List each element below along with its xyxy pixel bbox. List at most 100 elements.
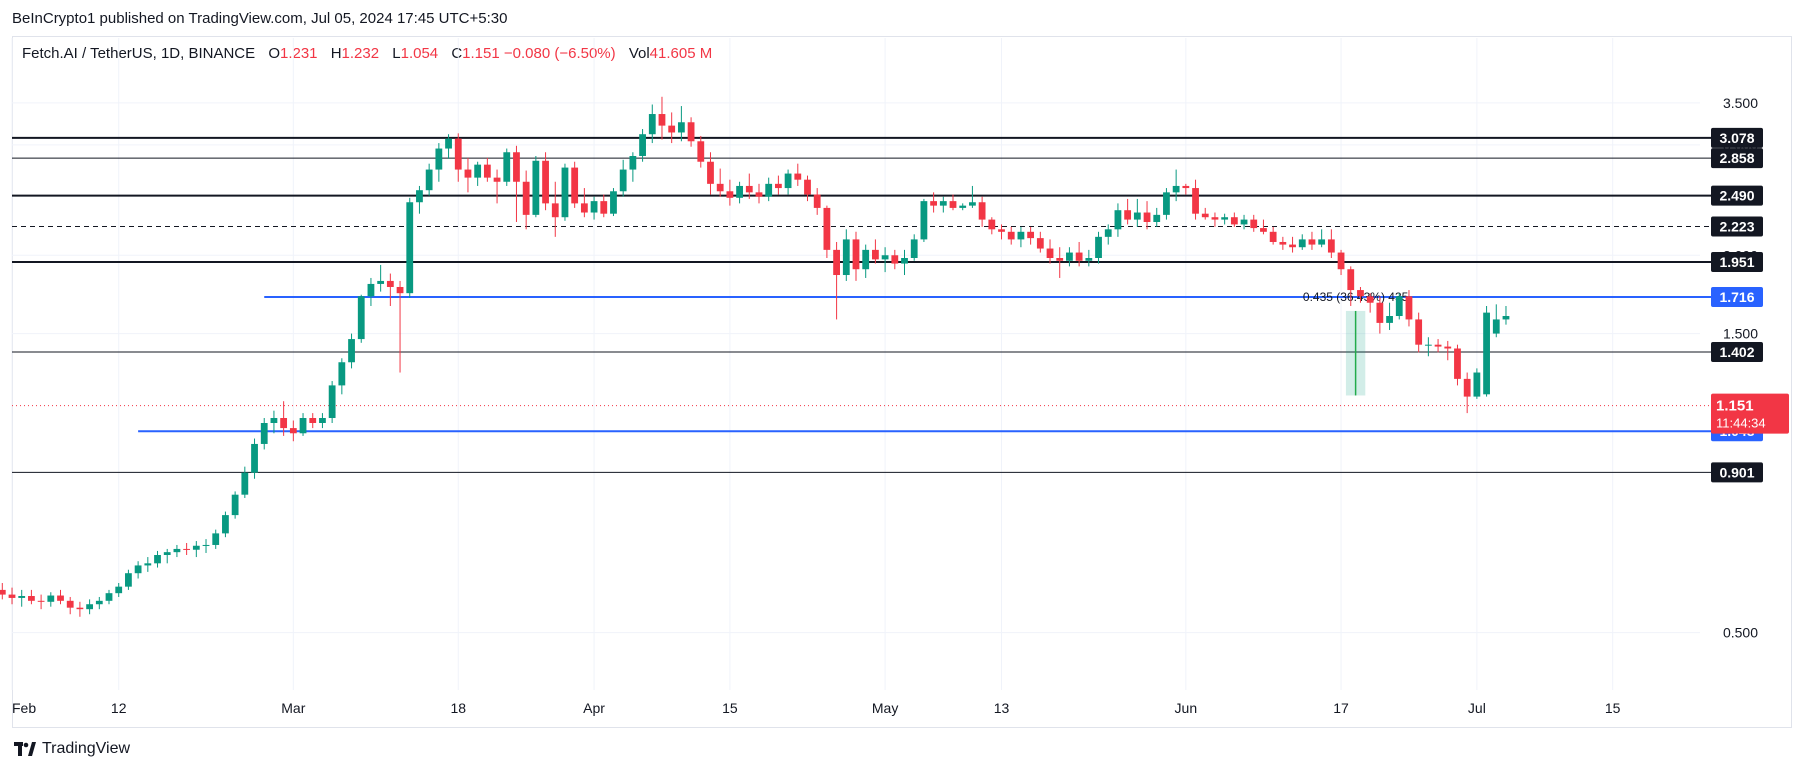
candle-up (1221, 217, 1229, 220)
candle-down (289, 428, 297, 434)
candle-down (1056, 257, 1064, 261)
time-tick-label: 17 (1333, 700, 1349, 716)
candle-down (891, 255, 899, 264)
change-value: −0.080 (−6.50%) (503, 45, 616, 62)
candle-down (1230, 217, 1238, 225)
candle-up (18, 596, 26, 598)
time-axis: Feb 12 Mar 18 Apr 15 May 13 Jun 17 Jul 15 (12, 700, 1621, 716)
candle-down (1463, 378, 1471, 397)
candle-up (212, 533, 220, 545)
grid-lines (11, 38, 1700, 690)
time-tick-label: 13 (994, 700, 1010, 716)
candle-up (1153, 214, 1161, 222)
candle-down (804, 179, 811, 195)
candle-down (1415, 319, 1423, 345)
candle-up (736, 185, 743, 198)
candle-down (1434, 344, 1442, 347)
volume-label: Vol (628, 45, 650, 62)
price-tick-label: 3.500 (1723, 95, 1758, 111)
candle-down (37, 600, 45, 602)
candle-down (600, 201, 608, 214)
candle-up (1163, 192, 1170, 215)
candle-up (445, 138, 452, 149)
candle-up (862, 249, 870, 270)
candle-down (1036, 238, 1044, 249)
candle-down (1357, 290, 1364, 297)
level-price-badge (1711, 127, 1763, 148)
candle-up (639, 134, 646, 157)
candle-down (454, 138, 462, 170)
candle-up (910, 239, 918, 258)
candle-up (425, 169, 433, 191)
candle-up (299, 418, 307, 434)
candle-up (881, 255, 889, 260)
candle-down (464, 169, 472, 178)
candle-down (707, 161, 714, 184)
candle-up (842, 239, 850, 276)
candle-down (0, 589, 6, 595)
candle-down (493, 177, 501, 182)
candle-up (154, 555, 161, 564)
time-tick-label: Jun (1175, 700, 1198, 716)
candle-up (648, 114, 656, 135)
candle-down (1143, 212, 1151, 222)
level-price-label: 3.078 (1719, 130, 1754, 146)
candle-down (755, 192, 763, 197)
candle-up (1240, 219, 1248, 225)
candle-up (377, 280, 385, 284)
candlesticks (0, 96, 1510, 617)
candle-up (1483, 312, 1490, 395)
candle-down (998, 229, 1005, 232)
candle-down (522, 181, 530, 215)
last-price-badge (1711, 393, 1789, 434)
time-tick-label: Apr (583, 700, 605, 716)
price-tick-label: 0.500 (1723, 625, 1758, 641)
candle-down (697, 141, 705, 162)
candle-up (338, 362, 346, 386)
candle-up (677, 122, 685, 133)
candle-down (1269, 231, 1277, 242)
time-tick-label: 18 (450, 700, 466, 716)
candle-down (794, 173, 802, 180)
candle-up (1172, 185, 1180, 193)
candle-up (202, 544, 210, 546)
candle-up (1424, 344, 1432, 346)
candle-down (852, 239, 860, 270)
candle-up (503, 152, 511, 182)
candle-up (241, 472, 249, 495)
close-label: C (451, 45, 463, 62)
candle-down (949, 201, 957, 208)
candle-down (1260, 228, 1267, 232)
candle-up (959, 205, 967, 208)
candle-up (319, 418, 326, 424)
candle-down (57, 595, 64, 601)
candle-down (396, 286, 404, 294)
candle-down (1289, 244, 1296, 248)
candle-up (367, 283, 375, 297)
candle-up (1085, 257, 1093, 261)
level-price-badge (1711, 216, 1763, 237)
candle-down (1337, 252, 1345, 270)
footer: TradingView (14, 740, 130, 758)
candle-up (1473, 372, 1481, 397)
candle-down (658, 114, 666, 126)
candle-down (1027, 231, 1035, 239)
candle-up (619, 169, 627, 192)
measure-annotation: 0.435 (36.43%) 435 (1303, 290, 1409, 396)
volume-value: 41.605 M (649, 45, 713, 62)
candle-up (95, 600, 103, 605)
candle-up (192, 545, 200, 550)
symbol-name[interactable]: Fetch.AI / TetherUS, 1D, BINANCE (22, 45, 256, 62)
time-tick-label: May (872, 700, 898, 716)
candle-down (542, 160, 549, 204)
level-price-label: 1.716 (1719, 289, 1754, 305)
price-axis: 0.5001.5002.0003.0003.5003.0782.8582.490… (1711, 95, 1789, 641)
time-tick-label: Feb (12, 700, 36, 716)
horizontal-levels (12, 136, 1712, 473)
open-value: 1.231 (279, 45, 318, 62)
candle-up (629, 156, 637, 170)
candle-down (930, 201, 938, 206)
candle-down (978, 202, 986, 220)
candle-up (270, 418, 278, 424)
